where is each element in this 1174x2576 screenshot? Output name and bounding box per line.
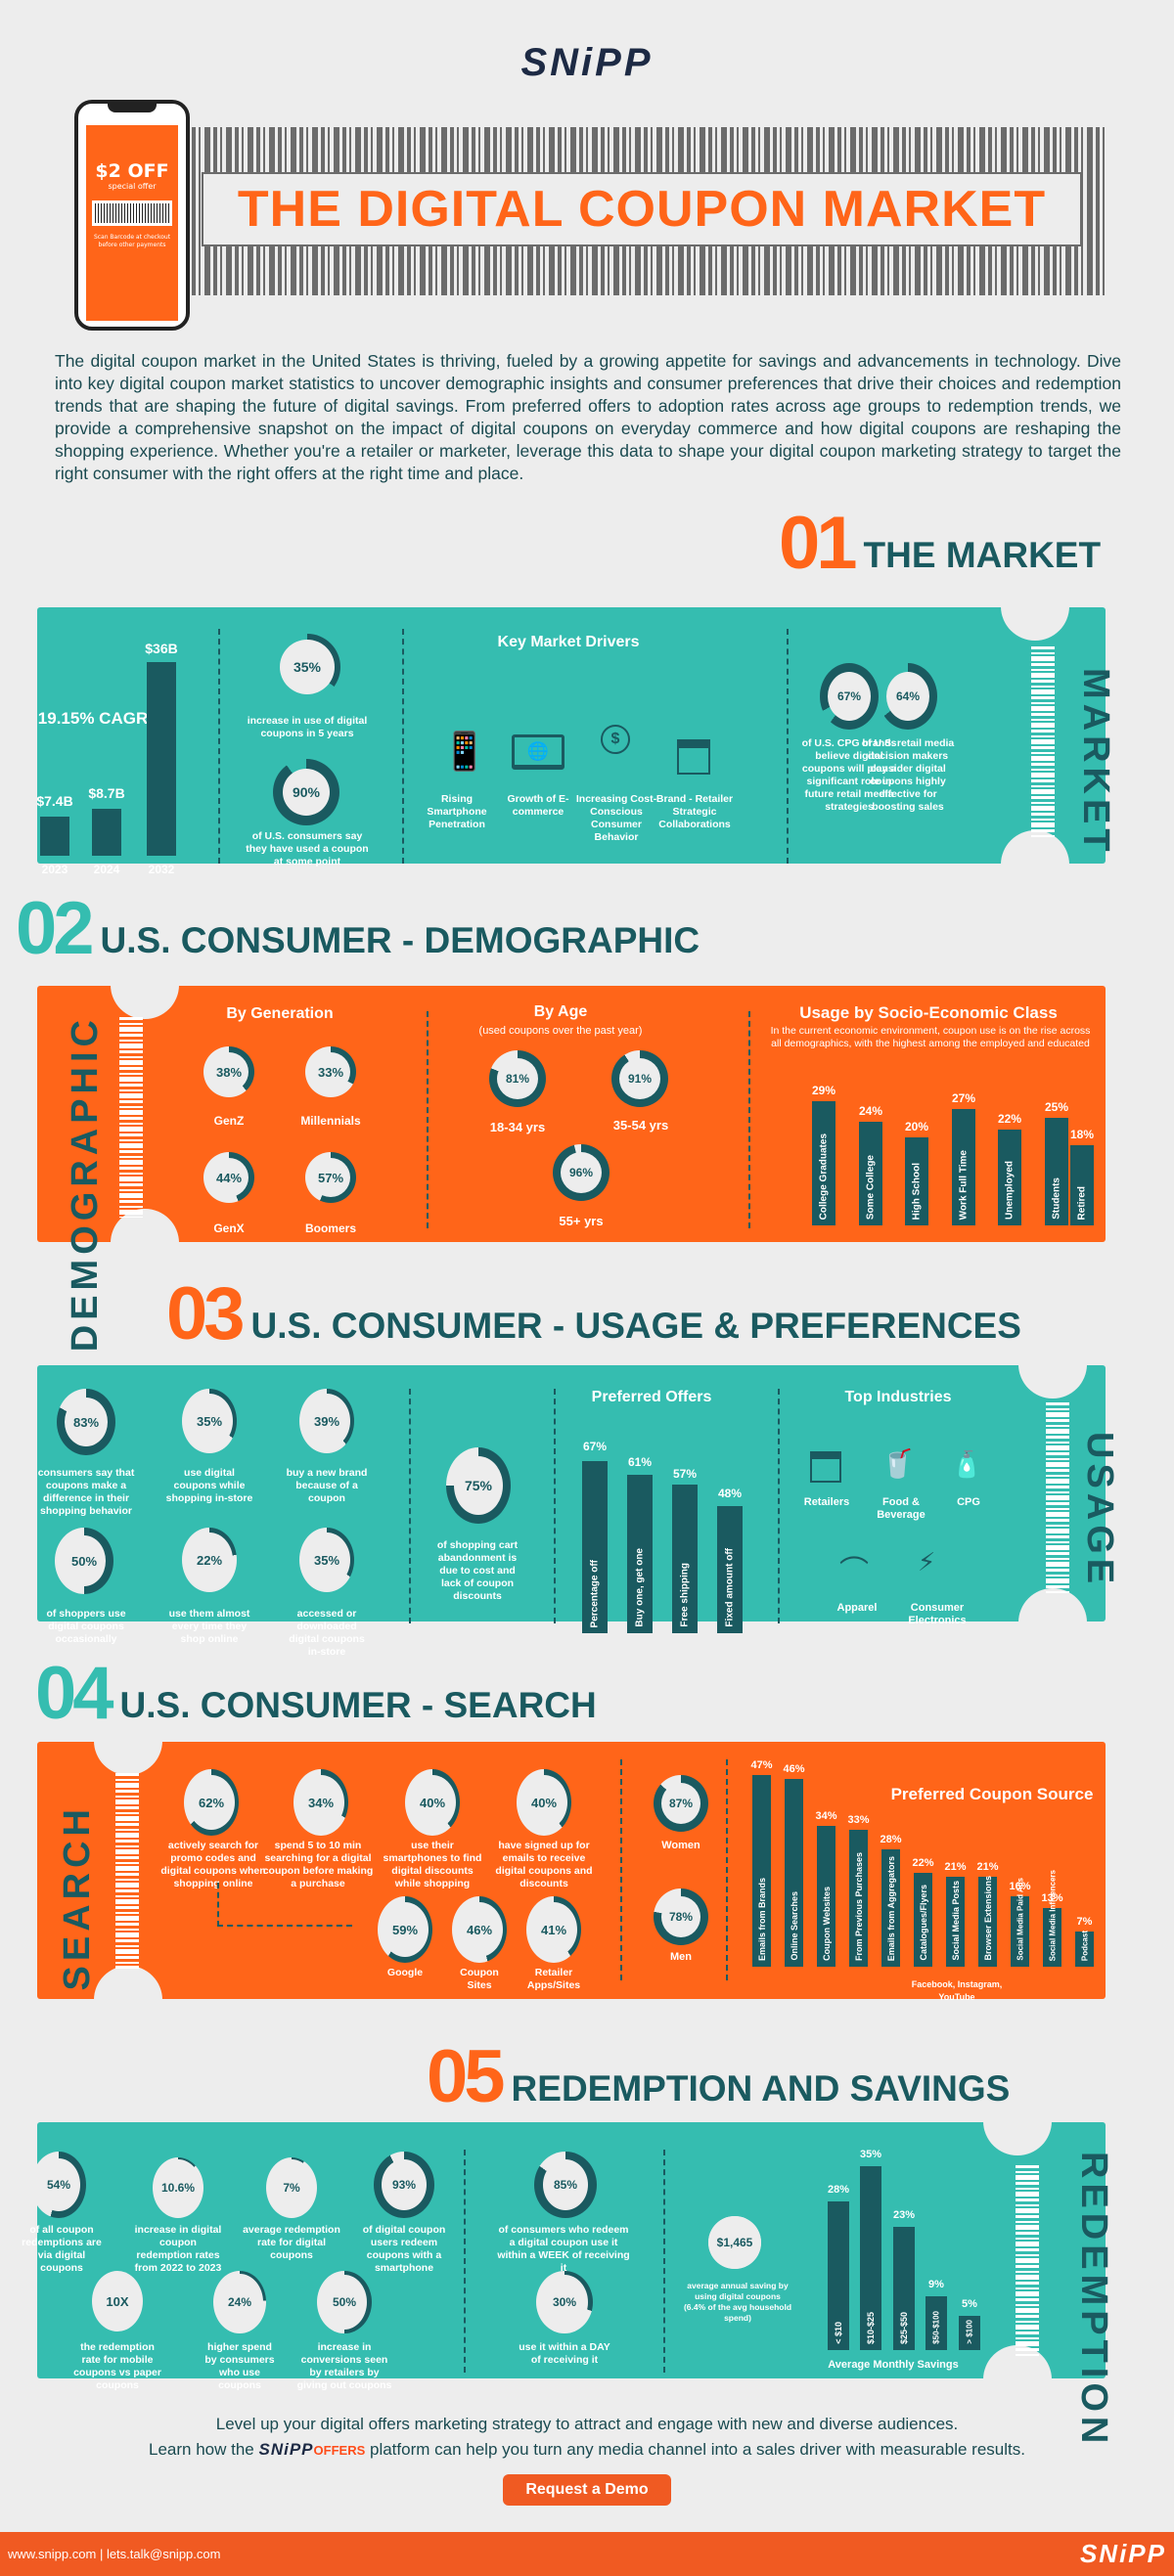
demographic-tab-label: DEMOGRAPHIC xyxy=(65,1015,106,1353)
request-demo-button[interactable]: Request a Demo xyxy=(503,2474,671,2506)
cagr-label: 19.15% CAGR xyxy=(37,709,149,728)
phone-coupon: $2 OFF special offer Scan Barcode at che… xyxy=(86,125,178,321)
dollar-hand-icon: $ xyxy=(601,725,630,754)
usage-ticket: USAGE 83% consumers say that coupons mak… xyxy=(37,1364,1120,1658)
storefront-icon xyxy=(810,1451,841,1483)
donut-64: 64% xyxy=(879,663,937,730)
barcode-banner: THE DIGITAL COUPON MARKET xyxy=(192,127,1106,295)
intro-paragraph: The digital coupon market in the United … xyxy=(55,351,1121,483)
coupon-amount: $2 OFF xyxy=(95,160,169,182)
section-heading-market: 01 THE MARKET xyxy=(779,502,1102,585)
drivers-title: Key Market Drivers xyxy=(497,634,640,650)
cta-line-2: Learn how the SNiPPOFFERS platform can h… xyxy=(149,2440,1025,2459)
section-heading-usage: 03 U.S. CONSUMER - USAGE & PREFERENCES xyxy=(166,1272,1021,1355)
connector-line xyxy=(217,1883,352,1927)
donut-90: 90% xyxy=(273,759,339,825)
search-tab-label: SEARCH xyxy=(57,1804,98,1991)
demographic-ticket: DEMOGRAPHIC By Generation 38% GenZ 33% M… xyxy=(37,985,1106,1352)
market-tab-label: MARKET xyxy=(1075,668,1116,857)
section-heading-demographic: 02 U.S. CONSUMER - DEMOGRAPHIC xyxy=(16,887,700,970)
section-heading-search: 04 U.S. CONSUMER - SEARCH xyxy=(35,1652,597,1735)
bar-2032: $36B xyxy=(145,641,178,856)
footer-logo: SNiPP xyxy=(1079,2539,1166,2568)
email-link[interactable]: lets.talk@snipp.com xyxy=(106,2547,221,2561)
section-number: 01 xyxy=(779,502,858,585)
section-title: THE MARKET xyxy=(863,535,1102,575)
redemption-ticket: REDEMPTION 54% of all coupon redemptions… xyxy=(22,2121,1114,2448)
laptop-globe-icon: 🌐 xyxy=(512,734,564,770)
phone-illustration: $2 OFF special offer Scan Barcode at che… xyxy=(74,100,190,331)
footer-divider: | xyxy=(99,2547,107,2561)
page-title: THE DIGITAL COUPON MARKET xyxy=(237,181,1047,238)
cpg-products-icon: 🧴 xyxy=(951,1449,983,1479)
smartphone-hand-icon: 📱 xyxy=(441,732,488,773)
cta-text: Level up your digital offers marketing s… xyxy=(0,2412,1174,2464)
food-beverage-icon: 🥤 xyxy=(880,1448,915,1479)
coupon-subtitle: special offer xyxy=(108,182,157,191)
phone-notch xyxy=(108,104,157,112)
hanger-icon: ⌒ xyxy=(839,1556,869,1588)
footer: www.snipp.com | lets.talk@snipp.com SNiP… xyxy=(0,2532,1174,2576)
plug-bolt-icon: ⚡ xyxy=(918,1547,936,1577)
cta-line-1: Level up your digital offers marketing s… xyxy=(215,2415,959,2433)
coupon-instruction: Scan Barcode at checkout before other pa… xyxy=(93,234,171,248)
barcode-icon xyxy=(92,200,172,226)
donut-67: 67% xyxy=(820,663,879,730)
redemption-tab-label: REDEMPTION xyxy=(1073,2152,1114,2449)
storefront-icon xyxy=(677,739,710,775)
donut-35: 35% xyxy=(274,634,340,700)
snipp-logo: SNiPP xyxy=(520,41,654,84)
market-ticket: MARKET 19.15% CAGR $7.4B $8.7B $36B 2023… xyxy=(36,606,1116,876)
bar-2024: $8.7B xyxy=(88,785,125,856)
bar-2023: $7.4B xyxy=(36,793,73,856)
search-ticket: SEARCH 62% actively search for promo cod… xyxy=(37,1741,1106,2002)
usage-tab-label: USAGE xyxy=(1079,1432,1120,1589)
section-heading-redemption: 05 REDEMPTION AND SAVINGS xyxy=(427,2035,1011,2118)
website-link[interactable]: www.snipp.com xyxy=(8,2547,97,2561)
snipp-inline-logo: SNiPP xyxy=(258,2440,314,2459)
